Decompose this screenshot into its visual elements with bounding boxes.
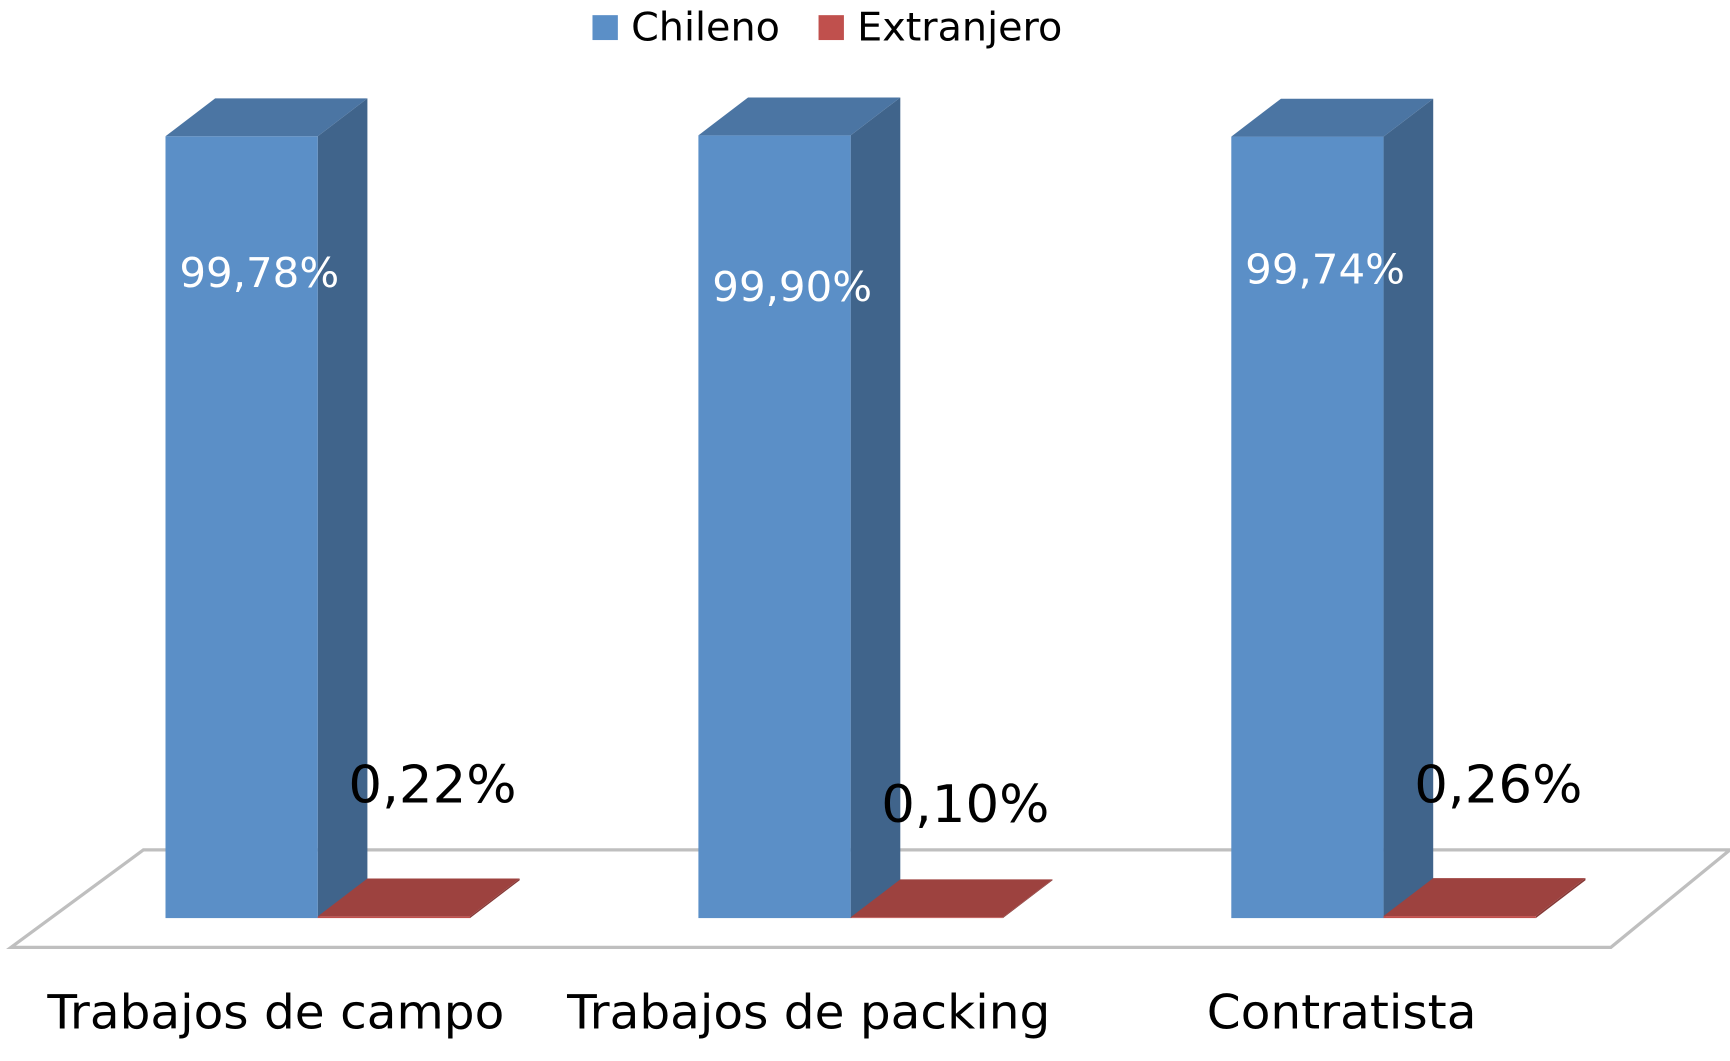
bar-top xyxy=(165,98,368,137)
bar-side xyxy=(1002,879,1053,919)
bar xyxy=(1231,98,1434,919)
bar-front xyxy=(165,136,318,919)
bar-side xyxy=(1383,98,1434,919)
x-tick-label: Trabajos de packing xyxy=(566,985,1050,1040)
bar-top xyxy=(1231,98,1434,137)
data-label: 99,90% xyxy=(712,262,872,311)
bar-front xyxy=(1231,136,1384,919)
bar-front xyxy=(698,135,851,919)
bar-front xyxy=(317,916,471,919)
data-label: 0,26% xyxy=(1414,755,1582,815)
x-tick-label: Contratista xyxy=(1207,985,1477,1040)
legend-label: Extranjero xyxy=(857,5,1062,51)
bar-top xyxy=(1383,878,1586,917)
bar xyxy=(1383,878,1586,919)
bar xyxy=(698,97,901,919)
bar-side xyxy=(470,878,520,919)
bar-side xyxy=(317,98,368,919)
bar-side xyxy=(850,97,901,919)
legend-label: Chileno xyxy=(631,5,780,51)
bar xyxy=(317,878,520,919)
bar xyxy=(850,879,1053,919)
legend-swatch xyxy=(818,15,844,41)
bar-top xyxy=(698,97,901,136)
bar xyxy=(165,98,368,919)
bar-front xyxy=(1383,916,1536,919)
data-label: 99,74% xyxy=(1245,245,1405,294)
bar-side xyxy=(1535,878,1586,919)
legend-swatch xyxy=(592,15,618,41)
x-tick-label: Trabajos de campo xyxy=(46,985,504,1040)
data-label: 99,78% xyxy=(179,248,339,297)
bar-top xyxy=(317,878,520,917)
bar-top xyxy=(850,879,1053,918)
data-label: 0,10% xyxy=(881,775,1049,835)
data-label: 0,22% xyxy=(348,755,516,815)
bar-front xyxy=(850,917,1003,919)
